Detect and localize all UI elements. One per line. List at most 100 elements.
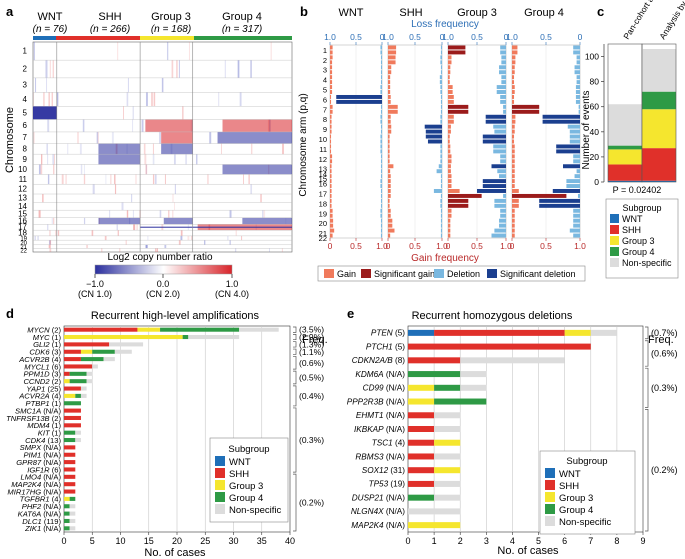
freq-label: (0.3%) [651, 383, 678, 393]
gene-label: PPM1D (3) [23, 370, 61, 379]
loss-bar [380, 85, 382, 90]
gene-count: (4) [50, 355, 62, 364]
loss-bar [499, 65, 506, 70]
gain-bar [388, 149, 390, 154]
gain-bar [330, 189, 332, 193]
case-bar-segment [103, 357, 115, 362]
loss-bar [482, 134, 506, 139]
gene-label: PTCH1 (5) [366, 342, 405, 351]
heatmap-cell [49, 240, 52, 245]
loss-bar [380, 174, 382, 179]
gain-tick-label: 0.5 [471, 241, 483, 251]
case-bar-segment [64, 504, 70, 509]
heatmap-cell [126, 210, 129, 218]
case-bar-segment [69, 379, 87, 384]
events-stacked-bars: 0 20 40 60 80 100 [585, 43, 677, 187]
heatmap-cell [147, 235, 149, 241]
gain-bar [388, 124, 392, 129]
loss-bar [575, 99, 580, 104]
gain-bar [388, 80, 391, 85]
gene-label: GLI2 (1) [33, 340, 61, 349]
gene-name: MYC [33, 333, 50, 342]
chromosome-label: 10 [18, 165, 27, 174]
colorbar [94, 264, 233, 275]
heatmap-cell [164, 244, 167, 249]
x-tick-label: 0 [61, 536, 66, 546]
gain-bar [388, 198, 390, 203]
gain-bar [330, 184, 332, 189]
gain-bar [448, 179, 452, 184]
legend-swatch-gain [324, 269, 334, 278]
gene-name: MYCN [27, 325, 50, 334]
gain-bar [388, 169, 391, 174]
loss-bar [573, 233, 580, 238]
loss-bar [380, 154, 382, 159]
gene-label: CDKN2A/B (8) [352, 356, 406, 365]
loss-bar [440, 50, 442, 55]
case-bar-segment [434, 412, 461, 419]
arm-label: 7 [323, 105, 327, 114]
gene-name: MIR17HG [7, 487, 41, 496]
loss-bar [477, 189, 506, 193]
case-bar-segment [408, 508, 461, 515]
gain-bar [448, 109, 469, 114]
gain-bar [512, 179, 515, 184]
gene-name: CDK4 [25, 436, 45, 445]
loss-bar [499, 218, 506, 223]
gene-label: TGFBR1 (4) [20, 495, 62, 504]
gain-bar [448, 50, 466, 55]
case-bar-segment [408, 384, 435, 391]
gain-bar [512, 99, 515, 104]
heatmap-cell [132, 106, 134, 120]
heatmap-cell [164, 174, 166, 185]
c-y-tick-label: 40 [590, 127, 600, 137]
case-bar-segment [69, 511, 76, 516]
gene-count: (119) [42, 517, 62, 526]
chromosome-label: 4 [23, 95, 28, 104]
b-group-group3: Group 3 [457, 7, 497, 19]
gain-bar [330, 193, 332, 198]
x-tick-label: 40 [285, 536, 295, 546]
loss-bar [380, 203, 382, 208]
case-bar-segment [64, 335, 183, 340]
gene-count: (4) [50, 495, 62, 504]
loss-bar [440, 70, 442, 75]
heatmap-cell [111, 131, 114, 144]
gain-bar [512, 109, 540, 114]
case-bar-segment [434, 426, 461, 432]
heatmap-cell [126, 92, 129, 107]
x-tick-label: 1 [432, 536, 437, 546]
case-bar-segment [64, 342, 110, 347]
loss-bar [440, 114, 442, 119]
loss-bar [576, 80, 580, 85]
gain-bar [330, 233, 333, 238]
loss-bar [380, 193, 382, 198]
heatmap-cell [242, 217, 292, 225]
freq-label: (0.4%) [299, 391, 324, 401]
x-tick-label: 7 [588, 536, 593, 546]
case-bar-segment [69, 504, 76, 509]
gain-bar [512, 213, 515, 218]
group-strip-group4 [194, 36, 292, 40]
loss-bar [575, 94, 580, 99]
gain-bar [388, 189, 391, 193]
gene-count: (1) [50, 333, 62, 342]
d-legend-label-shh: SHH [229, 469, 249, 480]
gene-name: YAP1 [26, 384, 45, 393]
case-bar-segment [64, 482, 76, 487]
heatmap-cell [237, 60, 240, 78]
loss-bar [574, 174, 580, 179]
gain-tick-label: 1.0 [436, 241, 448, 251]
gain-bar [512, 114, 516, 119]
heatmap-cell [33, 92, 34, 107]
heatmap-cell [132, 119, 134, 132]
c-legend-title: Subgroup [622, 203, 661, 213]
gene-count: (N/A) [384, 493, 406, 502]
case-bar-segment [75, 393, 81, 398]
e-legend-title: Subgroup [566, 456, 607, 467]
loss-bar [496, 90, 506, 94]
loss-bar [440, 218, 442, 223]
loss-bar [440, 198, 442, 203]
heatmap-cell [127, 77, 129, 93]
gene-count: (6) [50, 465, 62, 474]
